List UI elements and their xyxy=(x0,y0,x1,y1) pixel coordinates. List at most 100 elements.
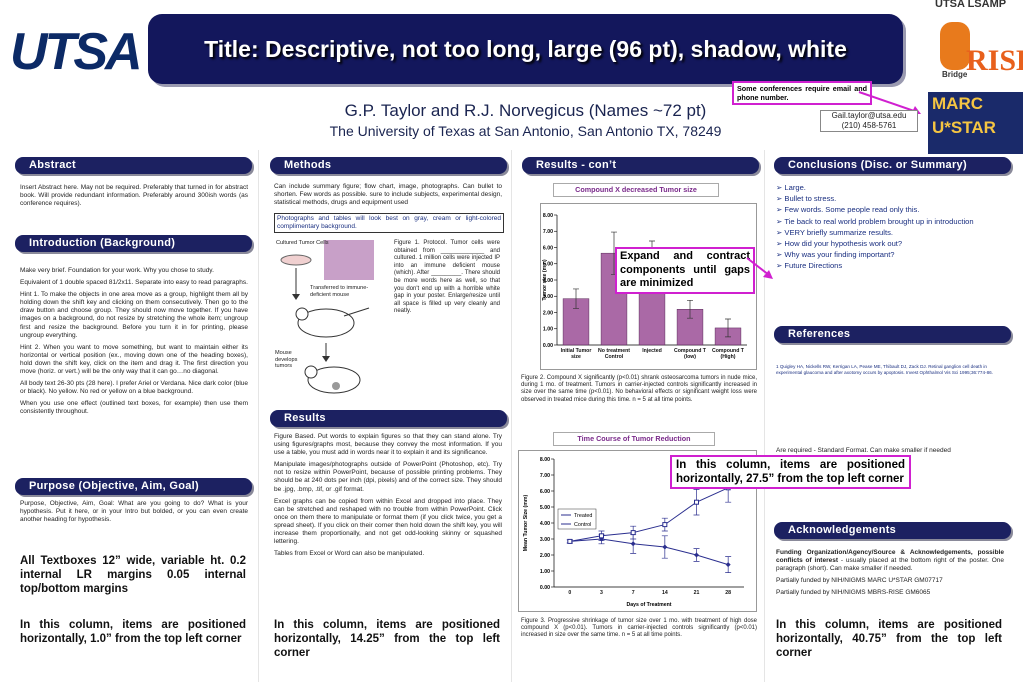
paragraph: Tables from Excel or Word can also be ma… xyxy=(274,550,425,558)
figure-caption: Figure 3. Progressive shrinkage of tumor… xyxy=(521,618,757,639)
bullet: Few words. Some people read only this. xyxy=(776,204,1006,215)
x-tick-label: Compound T (High) xyxy=(712,348,744,360)
error-bar xyxy=(573,288,579,309)
point xyxy=(630,530,636,536)
note: In this column, items are positioned hor… xyxy=(274,619,500,659)
logo: UTSA xyxy=(10,23,143,81)
paragraph: Funding Organization/Agency/Source & Ack… xyxy=(776,549,1004,573)
section-heading: Abstract xyxy=(15,157,252,174)
abstract: Insert Abstract here. May not be require… xyxy=(20,184,248,212)
callout-arrow xyxy=(746,257,773,279)
conclusions: Large.Bullet to stress.Few words. Some p… xyxy=(776,182,1006,272)
y-tick-label: 1.00 xyxy=(543,327,553,333)
y-axis-label: Mean Tumor Size (mm) xyxy=(523,495,529,552)
purpose: Purpose, Objective, Aim, Goal: What are … xyxy=(20,500,248,528)
paragraph: When you use one effect (outlined text b… xyxy=(20,400,248,416)
acknowledgements: Funding Organization/Agency/Source & Ack… xyxy=(776,549,1004,601)
figure-caption: Figure 1. Protocol. Tumor cells were obt… xyxy=(394,240,500,315)
x-tick-label: Injected xyxy=(642,348,662,354)
note: All Textboxes 12” wide, variable ht. 0.2… xyxy=(20,555,246,595)
y-tick-label: 1.00 xyxy=(540,569,550,575)
bullet: Bullet to stress. xyxy=(776,193,1006,204)
y-tick-label: 4.00 xyxy=(543,278,553,284)
bullet: VERY briefly summarize results. xyxy=(776,227,1006,238)
methods-box: Photographs and tables will look best on… xyxy=(274,213,504,234)
y-tick-label: 5.00 xyxy=(540,505,550,511)
email: Gail.taylor@utsa.edu xyxy=(831,111,907,120)
protocol-figure xyxy=(280,240,374,394)
lead: Funding Organization/Agency/Source & Ack… xyxy=(776,549,1004,565)
callout: In this column, items are positioned hor… xyxy=(670,455,911,489)
section-heading: Introduction (Background) xyxy=(15,235,252,252)
sponsor-emblem xyxy=(940,22,970,70)
y-tick-label: 0.00 xyxy=(543,343,553,349)
paragraph: Hint 2. When you want to move something,… xyxy=(20,343,248,376)
figure-label: Cultured Tumor Cells xyxy=(276,240,329,246)
point xyxy=(662,544,668,550)
y-tick-label: 6.00 xyxy=(543,245,553,251)
bullet: Future Directions xyxy=(776,260,1006,271)
x-tick-label: 7 xyxy=(631,590,635,596)
callout: Some conferences require email and phone… xyxy=(732,81,872,105)
y-tick-label: 7.00 xyxy=(543,229,553,235)
point xyxy=(567,538,573,544)
contact-box: Gail.taylor@utsa.edu (210) 458-5761 xyxy=(820,110,918,132)
point xyxy=(694,552,699,558)
funding: Partially funded by NIH/NIGMS MARC U*STA… xyxy=(776,577,943,585)
error-bar xyxy=(687,299,693,319)
x-tick-label: 0 xyxy=(568,590,572,596)
phone: (210) 458-5761 xyxy=(841,121,897,130)
point xyxy=(694,499,699,505)
y-tick-label: 8.00 xyxy=(540,457,550,463)
x-tick-label: 3 xyxy=(600,590,603,596)
x-axis-label: Days of Treatment xyxy=(627,602,672,608)
note: In this column, items are positioned hor… xyxy=(776,619,1002,659)
y-axis-label: Tumor size (mm) xyxy=(542,259,548,300)
section-heading: Results - con’t xyxy=(522,157,759,174)
bullet: Tie back to real world problem brought u… xyxy=(776,216,1006,227)
paragraph: Excel graphs can be copied from within E… xyxy=(274,497,502,546)
error-bar xyxy=(725,318,731,338)
paragraph: Purpose, Objective, Aim, Goal: What are … xyxy=(20,500,248,524)
callout: Expand and contract components until gap… xyxy=(615,247,755,294)
bullet: How did your hypothesis work out? xyxy=(776,238,1006,249)
column-divider xyxy=(511,150,512,682)
y-tick-label: 6.00 xyxy=(540,489,550,495)
sponsor-logo: UTSA LSAMP xyxy=(935,0,1007,10)
section-heading: Results xyxy=(270,410,507,427)
funding: Partially funded by NIH/NIGMS MBRS-RISE … xyxy=(776,589,931,597)
line xyxy=(569,538,729,566)
figure-label: Mouse develops tumors xyxy=(275,350,298,370)
y-tick-label: 3.00 xyxy=(543,294,553,300)
paragraph: Equivalent of 1 double spaced 81/2x11. S… xyxy=(20,279,248,287)
x-tick-label: 21 xyxy=(693,590,700,596)
legend-box xyxy=(557,508,597,530)
section-heading: Acknowledgements xyxy=(774,522,1011,539)
section-heading: References xyxy=(774,326,1011,343)
bullet: Large. xyxy=(776,182,1006,193)
y-tick-label: 4.00 xyxy=(540,521,550,527)
note: In this column, items are positioned hor… xyxy=(20,619,246,645)
point xyxy=(662,522,668,528)
point xyxy=(630,541,636,547)
sponsor-logo: Bridge xyxy=(942,70,968,79)
results: Figure Based. Put words to explain figur… xyxy=(274,433,502,562)
y-tick-label: 2.00 xyxy=(543,310,553,316)
reference: 1 Quigley HA, Nickells RW, Kerrigan LA, … xyxy=(776,364,993,375)
sponsor-logo: MARC U*STAR xyxy=(928,92,1023,154)
y-tick-label: 2.00 xyxy=(540,553,550,559)
sponsor-logo: RISE xyxy=(966,44,1023,77)
methods: Can include summary figure; flow chart, … xyxy=(274,183,502,211)
x-tick-label: Initial Tumor size xyxy=(560,348,592,360)
title: Title: Descriptive, not too long, large … xyxy=(204,36,847,62)
paragraph: Make very brief. Foundation for your wor… xyxy=(20,267,214,274)
title-banner: Title: Descriptive, not too long, large … xyxy=(148,14,903,84)
column-divider xyxy=(258,150,259,682)
section-heading: Conclusions (Disc. or Summary) xyxy=(774,157,1011,174)
y-tick-label: 8.00 xyxy=(543,213,553,219)
y-tick-label: 3.00 xyxy=(540,537,550,543)
paragraph: All body text 26-30 pts (28 here). I pre… xyxy=(20,380,248,396)
paragraph: Hint 1. To make the objects in one area … xyxy=(20,291,248,339)
x-tick-label: 28 xyxy=(725,590,732,596)
